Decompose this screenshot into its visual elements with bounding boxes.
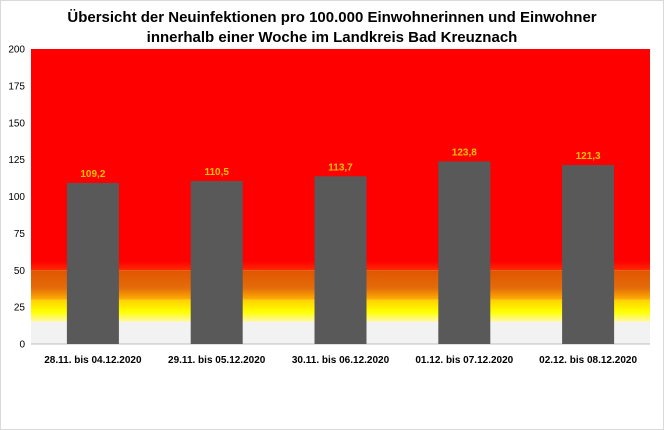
y-tick-label: 175	[8, 81, 25, 92]
data-label: 109,2	[80, 169, 105, 180]
bar	[314, 176, 367, 344]
x-axis-labels: 28.11. bis 04.12.2020 29.11. bis 05.12.20…	[44, 355, 637, 366]
data-label: 113,7	[328, 162, 353, 173]
x-tick-label: 02.12. bis 08.12.2020	[539, 355, 637, 366]
bar	[438, 161, 491, 344]
bars	[66, 161, 615, 344]
data-labels: 109,2 110,5 113,7 123,8 121,3	[80, 147, 601, 180]
y-tick-label: 50	[14, 266, 26, 277]
y-tick-label: 0	[19, 340, 25, 351]
chart-title-line-1: Übersicht der Neuinfektionen pro 100.000…	[67, 9, 597, 26]
y-tick-label: 100	[8, 192, 25, 203]
x-tick-label: 01.12. bis 07.12.2020	[415, 355, 513, 366]
bar	[190, 181, 243, 344]
chart-title: Übersicht der Neuinfektionen pro 100.000…	[0, 8, 664, 48]
y-tick-label: 125	[8, 155, 25, 166]
x-tick-label: 30.11. bis 06.12.2020	[292, 355, 390, 366]
y-tick-label: 75	[14, 229, 26, 240]
y-tick-label: 200	[8, 45, 25, 56]
data-label: 110,5	[204, 167, 229, 178]
x-tick-label: 28.11. bis 04.12.2020	[44, 355, 142, 366]
x-tick-label: 29.11. bis 05.12.2020	[168, 355, 266, 366]
data-label: 121,3	[576, 151, 601, 162]
y-tick-label: 25	[14, 303, 26, 314]
bar	[66, 182, 119, 344]
bar	[562, 165, 615, 344]
data-label: 123,8	[452, 147, 477, 158]
y-tick-label: 150	[8, 118, 25, 129]
chart-title-line-2: innerhalb einer Woche im Landkreis Bad K…	[146, 29, 518, 46]
